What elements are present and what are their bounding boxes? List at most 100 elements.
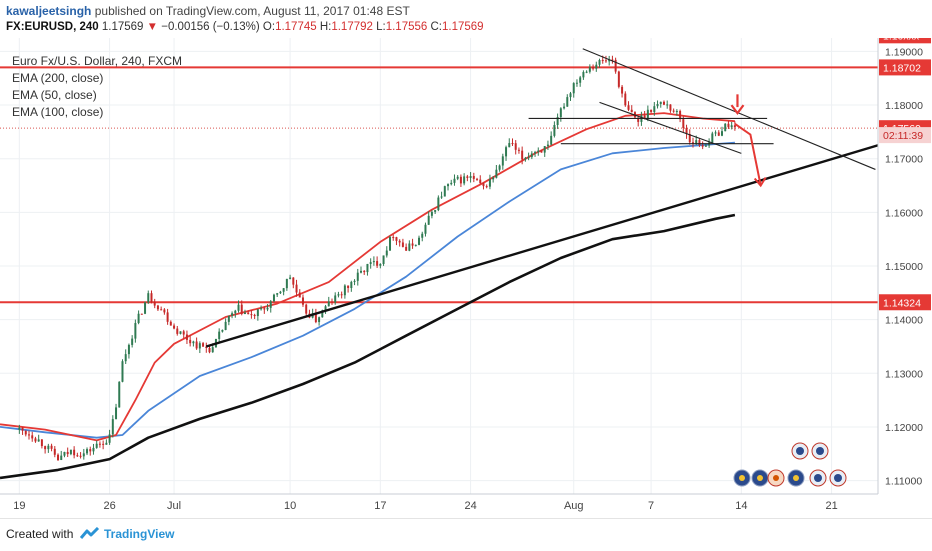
plot-area	[0, 48, 878, 480]
high-value: 1.17792	[331, 21, 373, 33]
low-label: L:	[376, 21, 386, 33]
event-icon-us-flag[interactable]	[811, 442, 829, 460]
author-link[interactable]: kawaljeetsingh	[6, 4, 92, 18]
candle-body	[492, 177, 495, 180]
candle-body	[434, 210, 437, 212]
candle-body	[353, 280, 356, 282]
candle-body	[389, 237, 392, 251]
candle-body	[176, 328, 179, 334]
candle	[698, 138, 701, 148]
candle-body	[456, 176, 459, 179]
time-tick-label: 17	[374, 500, 386, 512]
price-tick-label: 1.17000	[885, 154, 923, 166]
candle	[47, 443, 50, 453]
price-chart[interactable]: 1.11000 1.12000 1.13000 1.14000 1.15000 1.160…	[0, 38, 932, 518]
candle-body	[163, 309, 166, 313]
low-value: 1.17556	[385, 21, 428, 33]
candle-body	[292, 277, 295, 285]
candle-body	[305, 304, 308, 314]
candle	[282, 288, 285, 296]
candle-body	[279, 291, 282, 294]
candle-body	[237, 304, 240, 311]
candle-body	[704, 145, 707, 147]
candle-body	[517, 149, 520, 151]
candle	[588, 64, 591, 74]
candle	[76, 452, 79, 457]
candle-body	[466, 176, 469, 178]
candle	[372, 256, 375, 266]
candle	[717, 130, 720, 137]
candle-body	[546, 144, 549, 147]
candle-body	[144, 302, 147, 314]
price-axis[interactable]: 1.11000 1.12000 1.13000 1.14000 1.15000 1.160…	[879, 38, 931, 488]
candle-body	[566, 97, 569, 107]
candle-body	[256, 309, 259, 317]
candle	[572, 82, 575, 98]
candle-body	[430, 211, 433, 216]
candle	[37, 434, 40, 442]
candle-body	[672, 110, 675, 112]
candle-body	[240, 304, 243, 315]
candle-body	[395, 237, 398, 241]
candle	[53, 446, 56, 458]
candle	[137, 310, 140, 325]
candle	[359, 266, 362, 274]
candle-body	[218, 331, 221, 340]
candle	[60, 450, 63, 461]
candle	[153, 298, 156, 309]
candle	[301, 294, 304, 307]
event-icon-eu-flag[interactable]	[751, 469, 769, 487]
candle	[720, 126, 723, 137]
candle-body	[60, 455, 63, 461]
candle	[40, 439, 43, 449]
candle	[540, 150, 543, 153]
candle	[31, 431, 34, 442]
candle-body	[208, 347, 211, 353]
candle	[517, 147, 520, 154]
candle	[440, 191, 443, 199]
price-marker-label: 1.14324	[879, 294, 931, 311]
candle-body	[485, 186, 488, 188]
candle-body	[427, 215, 430, 225]
price-tick-label: 1.13000	[885, 368, 923, 380]
candle	[144, 301, 147, 315]
candle	[340, 291, 343, 299]
candle	[559, 107, 562, 122]
candle-body	[198, 343, 201, 349]
time-axis[interactable]: 19 26 Jul 10 17 24 Aug 7 14 21	[13, 500, 837, 512]
event-icon-eu-flag[interactable]	[767, 469, 785, 487]
candle-body	[701, 145, 704, 147]
candle-body	[595, 64, 598, 69]
candle	[524, 156, 527, 162]
candle	[69, 449, 72, 456]
candle	[343, 284, 346, 299]
candle	[650, 109, 653, 114]
candle-body	[118, 381, 121, 408]
candle	[298, 289, 301, 298]
down-triangle-icon: ▼	[146, 21, 159, 33]
candle	[691, 137, 694, 148]
candle-body	[372, 261, 375, 263]
price-marker-label: 1.19xxx	[879, 38, 931, 44]
candle-body	[250, 314, 253, 316]
chart-legend: Euro Fx/U.S. Dollar, 240, FXCM EMA (200,…	[12, 54, 182, 119]
candle	[272, 293, 275, 303]
candle-body	[411, 243, 414, 246]
candle	[447, 183, 450, 191]
event-icon-eu-flag[interactable]	[733, 469, 751, 487]
candle	[672, 108, 675, 113]
event-icon-us-flag[interactable]	[791, 442, 809, 460]
candle	[476, 177, 479, 181]
candle-body	[495, 169, 498, 178]
tradingview-link[interactable]: TradingView	[104, 527, 175, 541]
event-icon-eu-flag[interactable]	[787, 469, 805, 487]
candle	[363, 270, 366, 275]
candle-body	[179, 331, 182, 334]
candle-body	[21, 427, 24, 431]
candle-body	[630, 109, 633, 113]
price-change: −0.00156 (−0.13%)	[161, 21, 260, 33]
candle-body	[160, 309, 163, 311]
economic-event-icons[interactable]	[733, 442, 847, 487]
event-icon-us-flag[interactable]	[829, 469, 847, 487]
event-icon-us-flag[interactable]	[809, 469, 827, 487]
